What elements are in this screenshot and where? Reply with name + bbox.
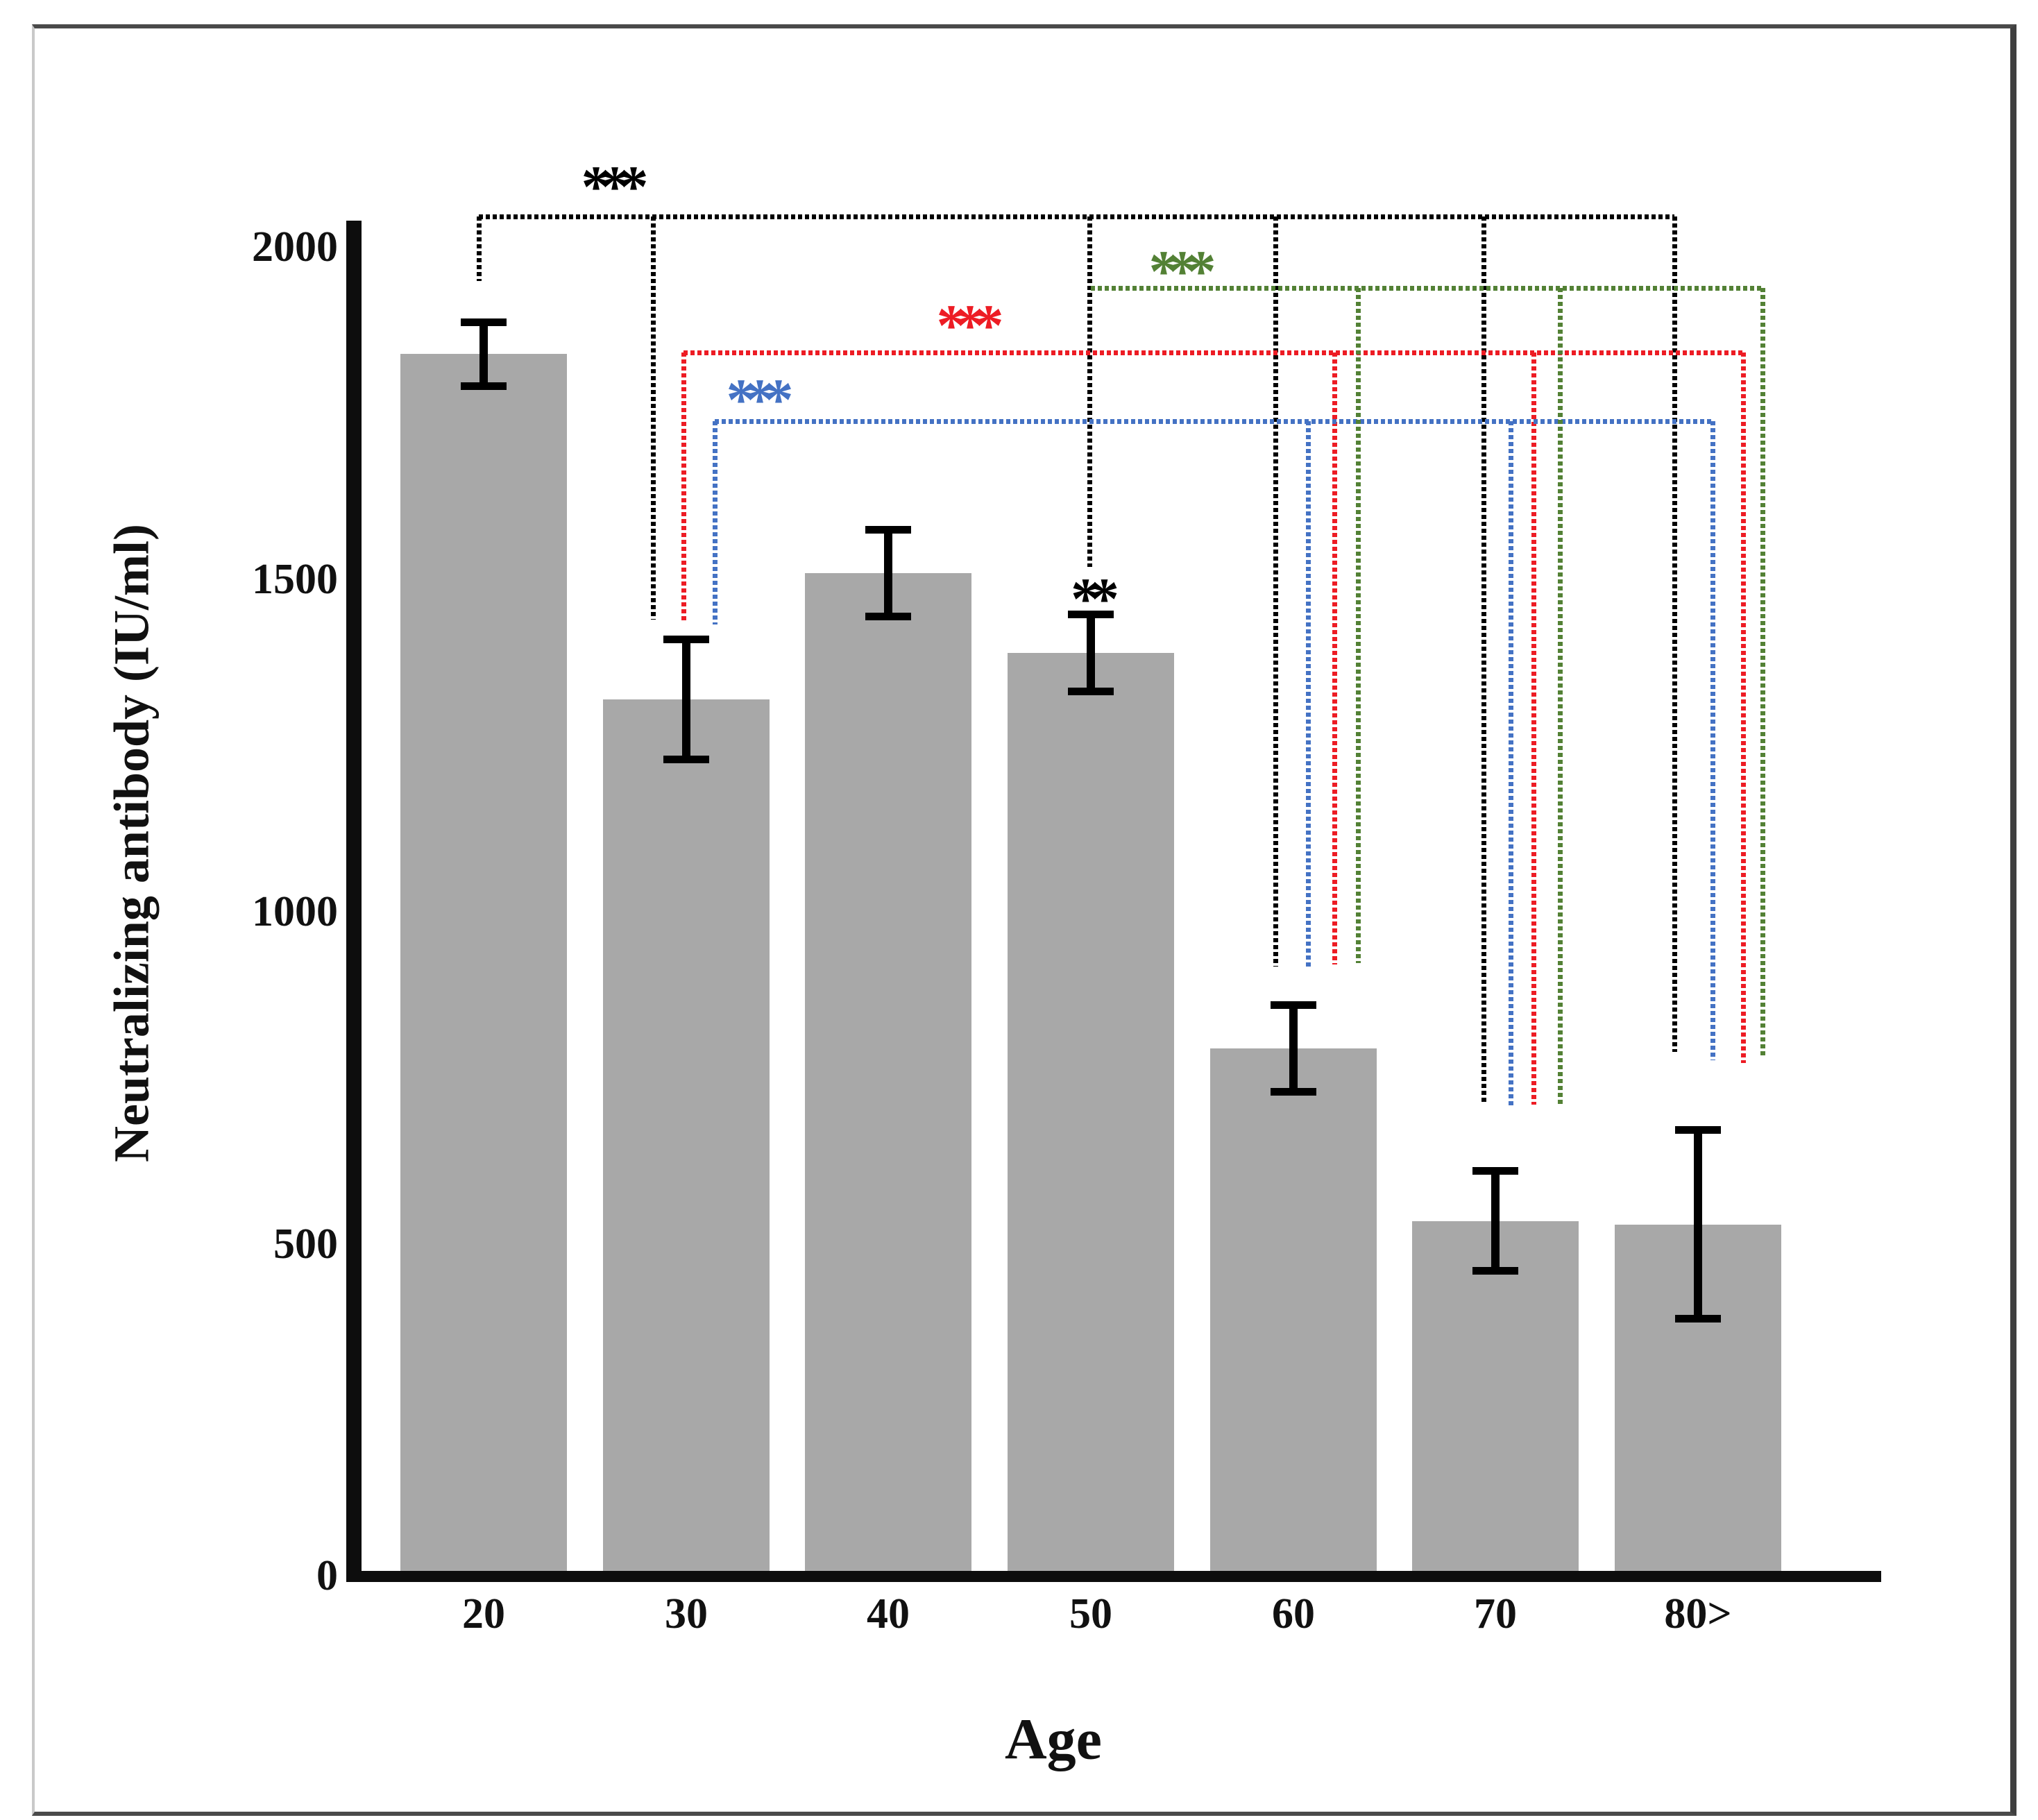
significance-bracket-green-drop-1: [1558, 288, 1563, 1105]
error-bar-line-50: [1087, 615, 1095, 692]
x-tick-label-50: 50: [1069, 1590, 1112, 1638]
error-bar-cap-bottom-30: [663, 756, 709, 763]
significance-bracket-red-drop-1: [1332, 352, 1337, 964]
significance-bracket-black-drop-2: [1087, 216, 1092, 567]
significance-bracket-green-drop-0: [1356, 288, 1361, 963]
x-tick-label-80>: 80>: [1664, 1590, 1732, 1638]
significance-bracket-black-horizontal: [479, 214, 1674, 219]
significance-bracket-black-drop-0: [477, 216, 482, 281]
significance-bracket-blue-drop-0: [713, 421, 717, 624]
significance-bracket-green-drop-2: [1760, 288, 1765, 1057]
error-bar-line-40: [884, 530, 892, 616]
error-bar-cap-bottom-70: [1472, 1267, 1518, 1275]
bar-age-20: [400, 354, 567, 1578]
significance-bracket-black-drop-5: [1672, 216, 1677, 1052]
significance-label-black-0: ***: [581, 153, 649, 220]
bar-age-30: [603, 699, 770, 1578]
x-tick-label-60: 60: [1272, 1590, 1315, 1638]
significance-bracket-red-drop-3: [1741, 352, 1746, 1063]
y-tick-label-2000: 2000: [252, 223, 338, 271]
error-bar-line-60: [1289, 1005, 1298, 1091]
significance-label-green-0: ***: [1148, 238, 1216, 305]
significance-bracket-red-horizontal: [683, 350, 1743, 355]
significance-bracket-black-drop-1: [651, 216, 656, 620]
error-bar-cap-top-30: [663, 636, 709, 643]
error-bar-cap-top-40: [865, 526, 911, 534]
significance-bracket-green-horizontal: [1091, 286, 1763, 291]
y-tick-label-500: 500: [273, 1221, 338, 1268]
y-tick-label-0: 0: [316, 1552, 338, 1599]
bar-age-70: [1412, 1221, 1579, 1578]
significance-bracket-red-drop-0: [681, 352, 686, 621]
error-bar-cap-top-80>: [1675, 1126, 1721, 1134]
significance-bracket-blue-horizontal: [715, 419, 1713, 424]
error-bar-cap-bottom-50: [1068, 688, 1114, 695]
error-bar-line-70: [1491, 1171, 1500, 1271]
significance-bracket-blue-drop-1: [1306, 421, 1311, 969]
figure-frame: [32, 24, 2016, 1816]
x-axis-line: [346, 1571, 1881, 1582]
bar-age-40: [805, 573, 971, 1578]
significance-bracket-red-drop-2: [1531, 352, 1536, 1105]
y-axis-line: [346, 221, 362, 1582]
significance-label-black-1: **: [1071, 565, 1119, 632]
x-tick-label-20: 20: [462, 1590, 505, 1638]
significance-bracket-blue-drop-2: [1509, 421, 1513, 1108]
x-axis-title: Age: [1005, 1707, 1102, 1772]
error-bar-line-80>: [1694, 1130, 1702, 1319]
y-tick-label-1000: 1000: [252, 888, 338, 935]
y-axis-title: Neutralizing antibody (IU/ml): [103, 523, 160, 1163]
error-bar-cap-bottom-20: [461, 382, 507, 390]
y-tick-label-1500: 1500: [252, 556, 338, 603]
significance-label-blue-0: ***: [726, 366, 794, 433]
bar-age-50: [1008, 653, 1174, 1578]
error-bar-line-30: [682, 640, 690, 759]
error-bar-cap-bottom-80>: [1675, 1315, 1721, 1323]
error-bar-cap-top-60: [1271, 1001, 1316, 1009]
x-tick-label-70: 70: [1474, 1590, 1517, 1638]
significance-bracket-black-drop-3: [1273, 216, 1278, 967]
significance-bracket-blue-drop-3: [1710, 421, 1715, 1060]
bar-age-60: [1210, 1048, 1377, 1578]
significance-bracket-black-drop-4: [1481, 216, 1486, 1105]
error-bar-cap-top-50: [1068, 611, 1114, 618]
error-bar-line-20: [479, 322, 488, 386]
x-tick-label-40: 40: [867, 1590, 910, 1638]
error-bar-cap-bottom-60: [1271, 1088, 1316, 1096]
significance-label-red-0: ***: [936, 292, 1004, 359]
error-bar-cap-top-20: [461, 318, 507, 326]
x-tick-label-30: 30: [665, 1590, 708, 1638]
error-bar-cap-top-70: [1472, 1167, 1518, 1175]
error-bar-cap-bottom-40: [865, 613, 911, 620]
